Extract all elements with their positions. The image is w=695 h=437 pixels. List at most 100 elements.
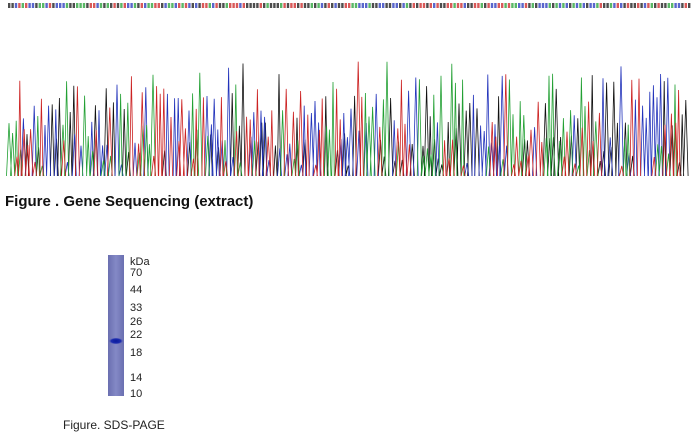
base-call (426, 3, 429, 8)
base-call (429, 3, 432, 8)
marker-label: 22 (130, 329, 142, 341)
base-call (208, 3, 211, 8)
base-call (402, 3, 405, 8)
base-call (684, 3, 687, 8)
base-call (218, 3, 222, 8)
base-call (518, 3, 521, 8)
base-call (239, 3, 242, 8)
base-call (106, 3, 109, 8)
base-call (82, 3, 86, 8)
base-call (681, 3, 684, 8)
base-call (565, 3, 568, 8)
base-call (395, 3, 398, 8)
base-call (412, 3, 415, 8)
base-call (273, 3, 276, 8)
base-call (443, 3, 446, 8)
base-call (361, 3, 364, 8)
base-call (130, 3, 133, 8)
base-call (215, 3, 218, 8)
base-call (654, 3, 657, 8)
base-call (317, 3, 320, 8)
marker-label: 33 (130, 302, 142, 314)
base-call (677, 3, 681, 8)
base-call (249, 3, 252, 8)
base-call (113, 3, 116, 8)
base-call (416, 3, 419, 8)
base-call (385, 3, 388, 8)
base-call (463, 3, 466, 8)
base-call (399, 3, 402, 8)
base-call (484, 3, 487, 8)
base-call (378, 3, 381, 8)
base-call (276, 3, 279, 8)
base-call (144, 3, 147, 8)
base-call (191, 3, 194, 8)
base-call (514, 3, 517, 8)
base-call (650, 3, 653, 8)
base-call (456, 3, 460, 8)
base-call (38, 3, 41, 8)
base-call (96, 3, 99, 8)
base-call (297, 3, 300, 8)
base-call (467, 3, 470, 8)
base-call (446, 3, 449, 8)
base-call (569, 3, 572, 8)
base-call (664, 3, 667, 8)
base-call (48, 3, 52, 8)
base-call (164, 3, 167, 8)
base-call (344, 3, 347, 8)
figure-caption: Figure. SDS-PAGE (63, 418, 165, 432)
base-call (161, 3, 164, 8)
base-call (599, 3, 602, 8)
base-call (494, 3, 497, 8)
base-call (667, 3, 670, 8)
base-call (477, 3, 480, 8)
base-call (154, 3, 157, 8)
base-call (365, 3, 368, 8)
base-call (419, 3, 422, 8)
base-call (28, 3, 31, 8)
base-call (541, 3, 545, 8)
base-call (65, 3, 69, 8)
base-call (235, 3, 239, 8)
base-call (436, 3, 439, 8)
base-call (195, 3, 198, 8)
base-call (473, 3, 477, 8)
base-call (450, 3, 453, 8)
base-call (603, 3, 606, 8)
base-call (579, 3, 582, 8)
base-call (133, 3, 137, 8)
base-call (497, 3, 500, 8)
base-call (290, 3, 293, 8)
base-call (55, 3, 58, 8)
base-call (263, 3, 266, 8)
protein-band (109, 337, 123, 345)
base-call (167, 3, 171, 8)
base-call (174, 3, 177, 8)
base-call (140, 3, 143, 8)
base-call (392, 3, 395, 8)
base-call (382, 3, 385, 8)
base-call (184, 3, 188, 8)
base-call (314, 3, 317, 8)
base-call (31, 3, 35, 8)
base-call (307, 3, 310, 8)
base-call (548, 3, 551, 8)
base-call (674, 3, 677, 8)
base-call (205, 3, 208, 8)
base-call (480, 3, 483, 8)
gel-lane (108, 255, 124, 396)
marker-label: 14 (130, 372, 142, 384)
base-call (633, 3, 636, 8)
base-call (637, 3, 640, 8)
base-call (606, 3, 609, 8)
base-call (212, 3, 215, 8)
base-call (422, 3, 426, 8)
base-call (123, 3, 126, 8)
base-call (521, 3, 524, 8)
base-call (269, 3, 273, 8)
base-call (69, 3, 72, 8)
base-call (103, 3, 106, 8)
